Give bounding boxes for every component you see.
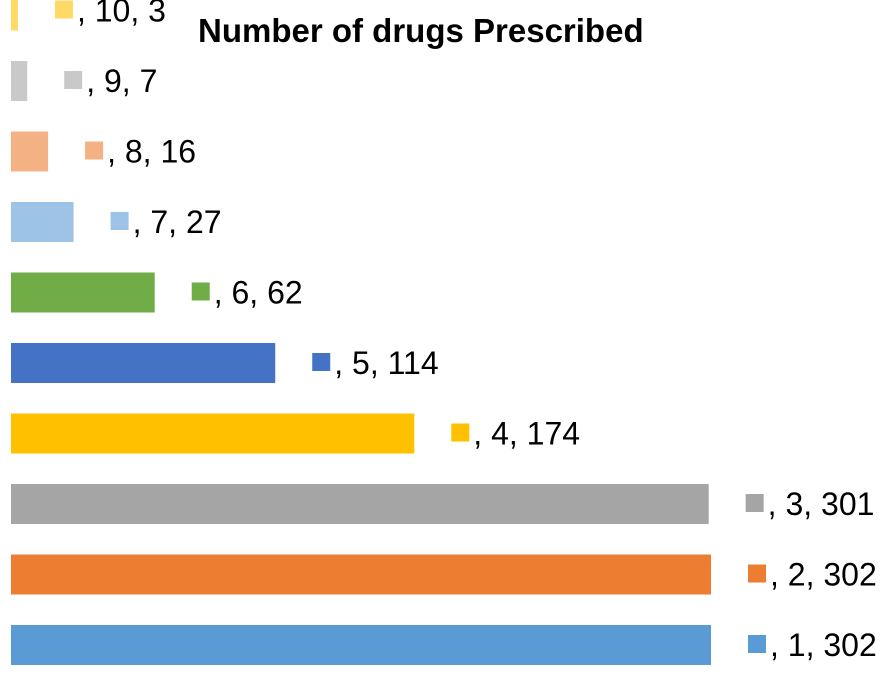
data-label-2: , 2, 302: [770, 557, 877, 593]
legend-key-marker-4: [451, 423, 470, 442]
legend-key-marker-5: [312, 353, 331, 371]
data-label-3: , 3, 301: [768, 486, 875, 522]
legend-key-marker-8: [85, 141, 104, 160]
bar-10: [11, 0, 18, 31]
bar-5: [11, 343, 276, 383]
data-label-4: , 4, 174: [473, 416, 580, 452]
bar-3: [11, 484, 709, 524]
legend-key-marker-2: [748, 564, 766, 583]
bar-9: [11, 61, 28, 101]
bar-2: [11, 554, 711, 595]
bar-7: [11, 202, 74, 242]
data-label-6: , 6, 62: [214, 275, 303, 311]
data-label-7: , 7, 27: [133, 204, 222, 240]
legend-key-marker-3: [745, 494, 764, 512]
legend-key-marker-1: [748, 635, 766, 653]
legend-key-marker-10: [54, 0, 73, 19]
bar-4: [11, 413, 415, 454]
data-label-10: , 10, 3: [77, 0, 166, 29]
legend-key-marker-9: [64, 71, 83, 89]
chart-title: Number of drugs Prescribed: [198, 12, 644, 49]
data-label-1: , 1, 302: [770, 627, 877, 663]
data-label-5: , 5, 114: [334, 345, 438, 381]
data-label-8: , 8, 16: [107, 134, 196, 170]
data-label-9: , 9, 7: [86, 63, 157, 99]
legend-key-marker-6: [191, 282, 210, 301]
bars: [11, 0, 711, 665]
bar-1: [11, 625, 711, 665]
data-labels: , 1, 302 , 2, 302 , 3, 301 , 4, 174 , 5, 114…: [54, 0, 877, 663]
legend-key-marker-7: [110, 212, 129, 230]
bar-8: [11, 131, 49, 172]
bar-6: [11, 272, 155, 313]
